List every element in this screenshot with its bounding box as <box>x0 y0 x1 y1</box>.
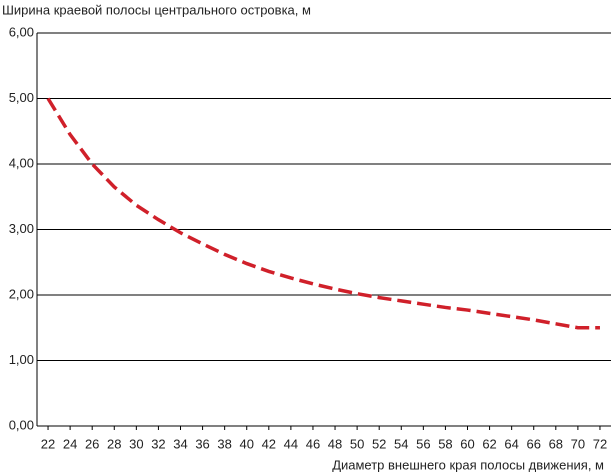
x-tick-label: 38 <box>217 436 231 451</box>
x-tick-label: 24 <box>63 436 77 451</box>
x-tick-label: 46 <box>306 436 320 451</box>
x-tick-label: 56 <box>416 436 430 451</box>
x-tick-label: 72 <box>593 436 607 451</box>
y-tick-label: 3,00 <box>9 221 34 236</box>
data-line <box>46 97 600 330</box>
y-tick-label: 2,00 <box>9 286 34 301</box>
y-axis-title: Ширина краевой полосы центрального остро… <box>2 2 311 17</box>
x-tick-label: 48 <box>328 436 342 451</box>
x-tick-label: 22 <box>41 436 55 451</box>
x-tick-label: 34 <box>173 436 187 451</box>
x-tick-label: 66 <box>526 436 540 451</box>
x-tick-label: 70 <box>571 436 585 451</box>
x-axis-title: Диаметр внешнего края полосы движения, м <box>332 457 604 472</box>
x-tick-label: 60 <box>460 436 474 451</box>
x-tick-label: 42 <box>262 436 276 451</box>
x-tick-label: 26 <box>85 436 99 451</box>
x-tick-label: 58 <box>438 436 452 451</box>
x-tick-label: 62 <box>482 436 496 451</box>
x-tick-label: 28 <box>107 436 121 451</box>
x-tick-label: 64 <box>504 436 518 451</box>
y-tick-label: 4,00 <box>9 155 34 170</box>
y-tick-label: 0,00 <box>9 417 34 432</box>
y-tick-label: 5,00 <box>9 90 34 105</box>
y-tick-label: 1,00 <box>9 352 34 367</box>
x-tick-label: 40 <box>239 436 253 451</box>
x-tick-label: 36 <box>195 436 209 451</box>
x-tick-label: 30 <box>129 436 143 451</box>
y-tick-label: 6,00 <box>9 24 34 39</box>
x-tick-label: 32 <box>151 436 165 451</box>
x-tick-label: 52 <box>372 436 386 451</box>
x-tick-label: 68 <box>549 436 563 451</box>
x-tick-label: 44 <box>284 436 298 451</box>
x-tick-label: 50 <box>350 436 364 451</box>
x-tick-label: 54 <box>394 436 408 451</box>
